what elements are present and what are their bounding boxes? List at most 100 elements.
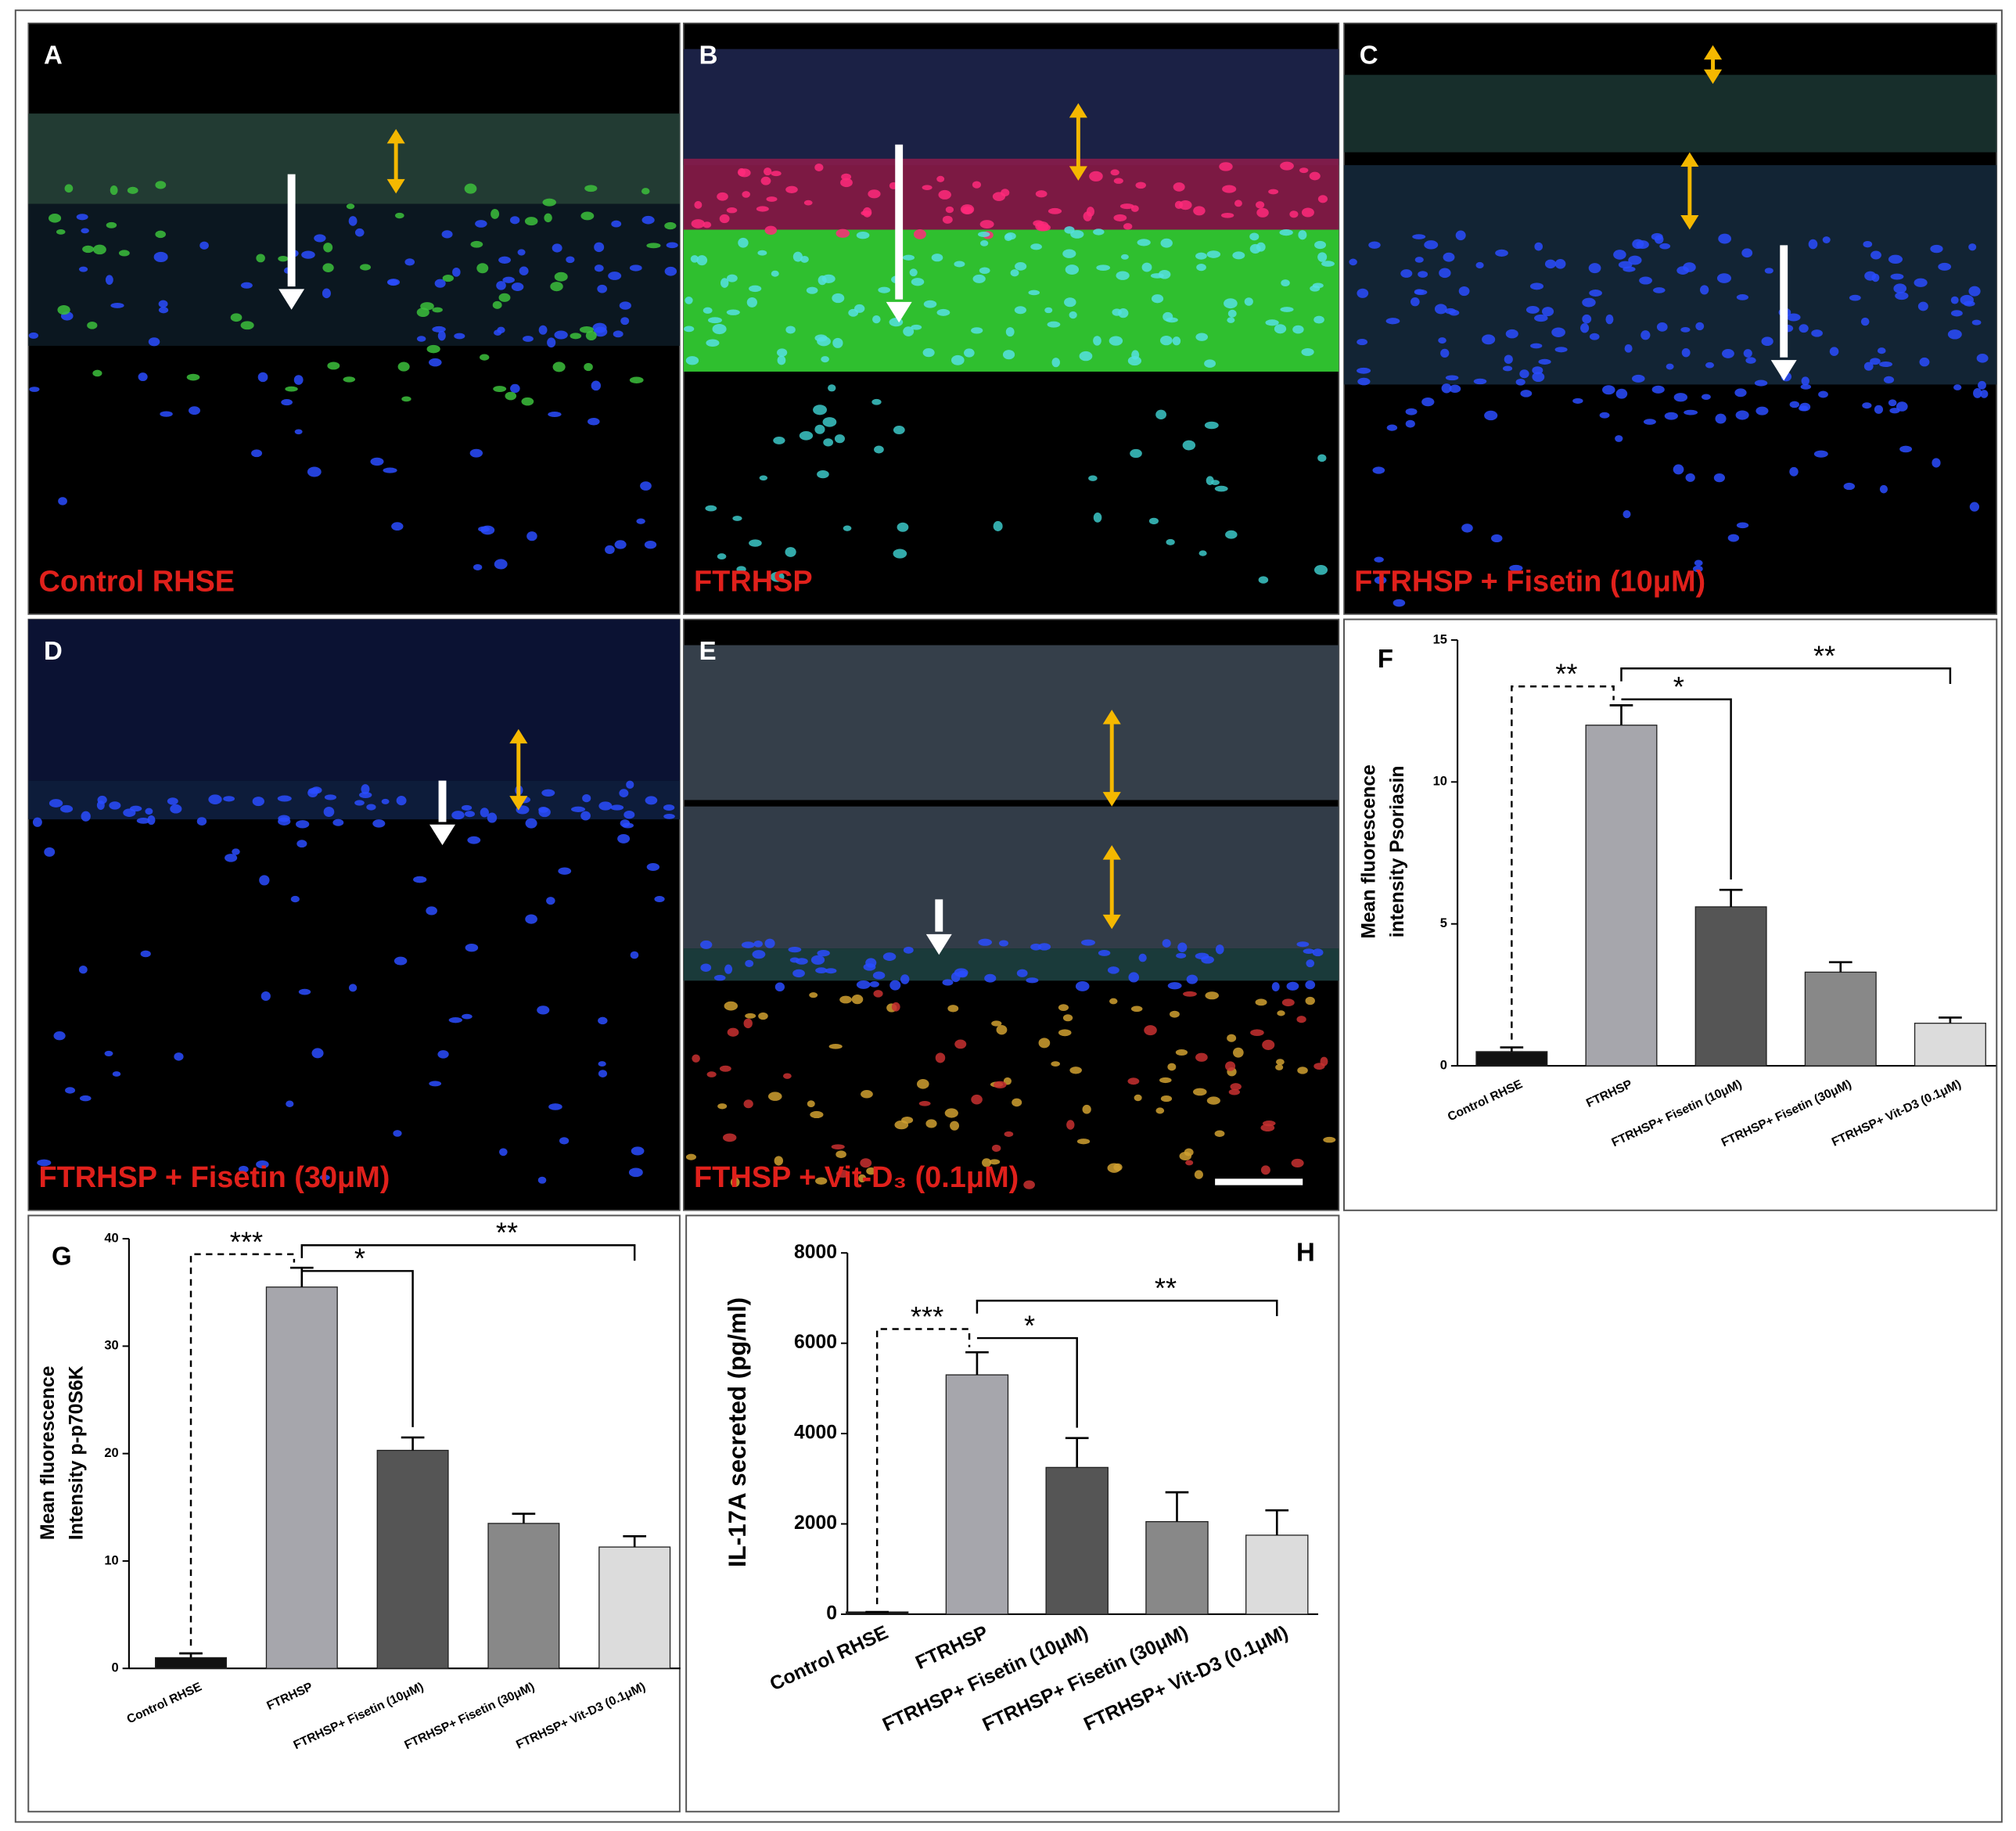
cell-nucleus <box>311 1048 324 1059</box>
cell-nucleus <box>947 1005 959 1013</box>
cell-nucleus <box>1159 1077 1172 1084</box>
cell-nucleus <box>950 1121 960 1131</box>
cell-nucleus <box>1503 365 1513 372</box>
cell-nucleus <box>324 794 336 800</box>
cell-nucleus <box>878 286 891 293</box>
cell-nucleus <box>136 817 150 824</box>
cell-nucleus <box>1534 242 1543 251</box>
cell-nucleus <box>1656 322 1668 332</box>
cell-nucleus <box>1128 972 1140 983</box>
cell-nucleus <box>1542 307 1554 317</box>
cell-nucleus <box>1131 350 1140 360</box>
bar <box>376 1449 449 1669</box>
cell-nucleus <box>1206 476 1214 485</box>
cell-nucleus <box>598 801 613 811</box>
cell-nucleus <box>759 475 768 481</box>
panel-frame <box>685 1214 1340 1813</box>
cell-nucleus <box>726 207 738 214</box>
panel-letter: D <box>44 636 63 665</box>
cell-nucleus <box>588 418 600 426</box>
cell-nucleus <box>911 278 925 286</box>
cell-nucleus <box>977 231 990 238</box>
arrow-head <box>1680 152 1699 167</box>
cell-nucleus <box>1813 450 1828 458</box>
cell-nucleus <box>1198 550 1207 556</box>
cell-nucleus <box>891 1002 900 1012</box>
cell-nucleus <box>707 317 722 324</box>
cell-nucleus <box>1004 1131 1014 1137</box>
cell-nucleus <box>692 1054 700 1063</box>
cell-nucleus <box>404 258 415 266</box>
cell-nucleus <box>724 964 733 974</box>
cell-nucleus <box>44 847 56 857</box>
cell-nucleus <box>869 981 879 987</box>
y-axis-label: Mean fluorescence <box>38 1366 59 1541</box>
cell-nucleus <box>1519 369 1529 379</box>
cell-nucleus <box>1877 347 1886 354</box>
cell-nucleus <box>903 946 914 954</box>
cell-nucleus <box>916 1079 929 1089</box>
cell-nucleus <box>954 1039 967 1049</box>
significance-bracket <box>1511 685 1615 1040</box>
cell-nucleus <box>640 481 652 491</box>
significance-bracket <box>300 1244 636 1261</box>
cell-nucleus <box>972 181 982 189</box>
cell-nucleus <box>1028 290 1040 296</box>
cell-nucleus <box>840 178 853 188</box>
cell-nucleus <box>1888 399 1897 407</box>
cell-nucleus <box>544 213 552 223</box>
cell-nucleus <box>106 221 117 228</box>
cell-nucleus <box>448 1017 462 1023</box>
cell-nucleus <box>636 518 645 524</box>
bar <box>1585 725 1658 1067</box>
cell-nucleus <box>1734 388 1747 397</box>
cell-nucleus <box>1529 282 1544 290</box>
cell-nucleus <box>991 1144 1001 1153</box>
cell-nucleus <box>828 1044 843 1049</box>
cell-nucleus <box>1482 334 1496 345</box>
cell-nucleus <box>1666 363 1674 370</box>
cell-nucleus <box>619 301 631 310</box>
cell-nucleus <box>580 811 591 821</box>
cell-nucleus <box>348 216 358 226</box>
cell-nucleus <box>1086 207 1094 217</box>
arrow-head <box>386 128 405 144</box>
cell-nucleus <box>1789 401 1800 408</box>
cell-nucleus <box>1275 1064 1284 1070</box>
cell-nucleus <box>158 300 168 308</box>
cell-nucleus <box>523 336 534 342</box>
cell-nucleus <box>79 1095 92 1102</box>
cell-nucleus <box>478 526 490 532</box>
y-tick-label: 4000 <box>794 1423 837 1444</box>
cell-nucleus <box>1475 261 1484 269</box>
cell-nucleus <box>1799 405 1809 412</box>
cell-nucleus <box>1357 367 1371 374</box>
cell-nucleus <box>145 808 153 815</box>
cell-nucleus <box>429 1081 442 1087</box>
cell-nucleus <box>469 448 483 458</box>
significance-bracket <box>976 1336 1078 1428</box>
arrow-head <box>1102 914 1121 930</box>
cell-nucleus <box>1064 297 1076 308</box>
cell-nucleus <box>1863 240 1873 248</box>
cell-nucleus <box>745 959 754 968</box>
cell-nucleus <box>370 457 384 466</box>
cell-nucleus <box>730 1177 740 1187</box>
cell-nucleus <box>1186 974 1198 984</box>
cell-nucleus <box>1127 356 1141 366</box>
significance-label: * <box>354 1243 365 1275</box>
cell-nucleus <box>323 243 333 253</box>
cell-nucleus <box>1515 378 1525 386</box>
cell-nucleus <box>127 186 138 194</box>
cell-nucleus <box>777 355 786 365</box>
cell-nucleus <box>1195 952 1209 960</box>
cell-nucleus <box>278 817 291 826</box>
cell-nucleus <box>1299 167 1309 174</box>
cell-nucleus <box>951 972 961 983</box>
cell-nucleus <box>1960 294 1974 305</box>
cell-nucleus <box>913 228 926 239</box>
cell-nucleus <box>749 285 762 293</box>
cell-nucleus <box>1195 333 1209 341</box>
cell-nucleus <box>1051 1061 1060 1067</box>
cell-nucleus <box>815 1177 828 1185</box>
